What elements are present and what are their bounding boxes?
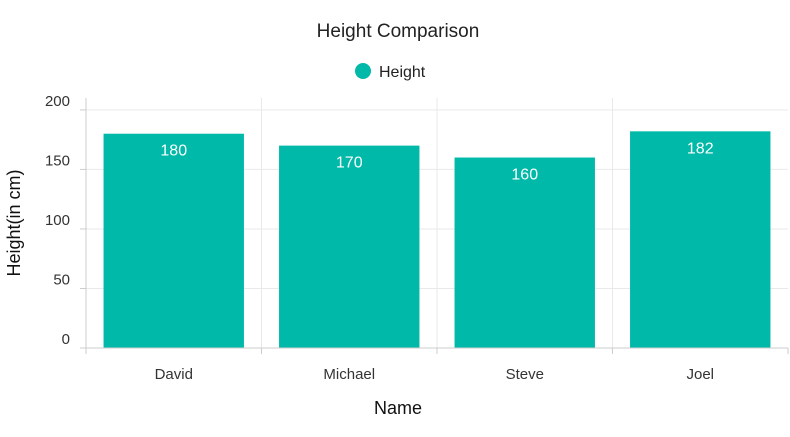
- y-tick-label: 50: [53, 271, 70, 288]
- x-axis-title: Name: [374, 398, 422, 418]
- y-axis-title: Height(in cm): [4, 169, 24, 276]
- y-tick-label: 150: [45, 152, 70, 169]
- data-label: 160: [511, 167, 538, 184]
- data-label: 180: [160, 143, 187, 160]
- x-tick-label: Michael: [323, 366, 375, 383]
- bar[interactable]: [630, 131, 771, 348]
- y-tick-label: 0: [62, 331, 70, 348]
- x-tick-label: Joel: [686, 366, 714, 383]
- bar[interactable]: [454, 157, 595, 348]
- data-label: 170: [336, 155, 363, 172]
- y-tick-label: 100: [45, 212, 70, 229]
- chart-title: Height Comparison: [317, 21, 480, 42]
- data-label: 182: [687, 140, 714, 157]
- legend-label-height: Height: [379, 64, 426, 81]
- bars: [103, 131, 771, 348]
- y-axis-ticks: 0 50 100 150 200: [45, 93, 86, 349]
- y-tick-label: 200: [45, 93, 70, 110]
- bar[interactable]: [279, 145, 420, 348]
- legend[interactable]: Height: [355, 63, 426, 81]
- bar[interactable]: [103, 133, 244, 348]
- x-tick-label: Steve: [506, 366, 544, 383]
- legend-marker-height: [355, 63, 371, 79]
- x-axis-ticks: David Michael Steve Joel: [85, 348, 789, 383]
- x-tick-label: David: [155, 366, 193, 383]
- data-labels: 180 170 160 182: [160, 140, 713, 183]
